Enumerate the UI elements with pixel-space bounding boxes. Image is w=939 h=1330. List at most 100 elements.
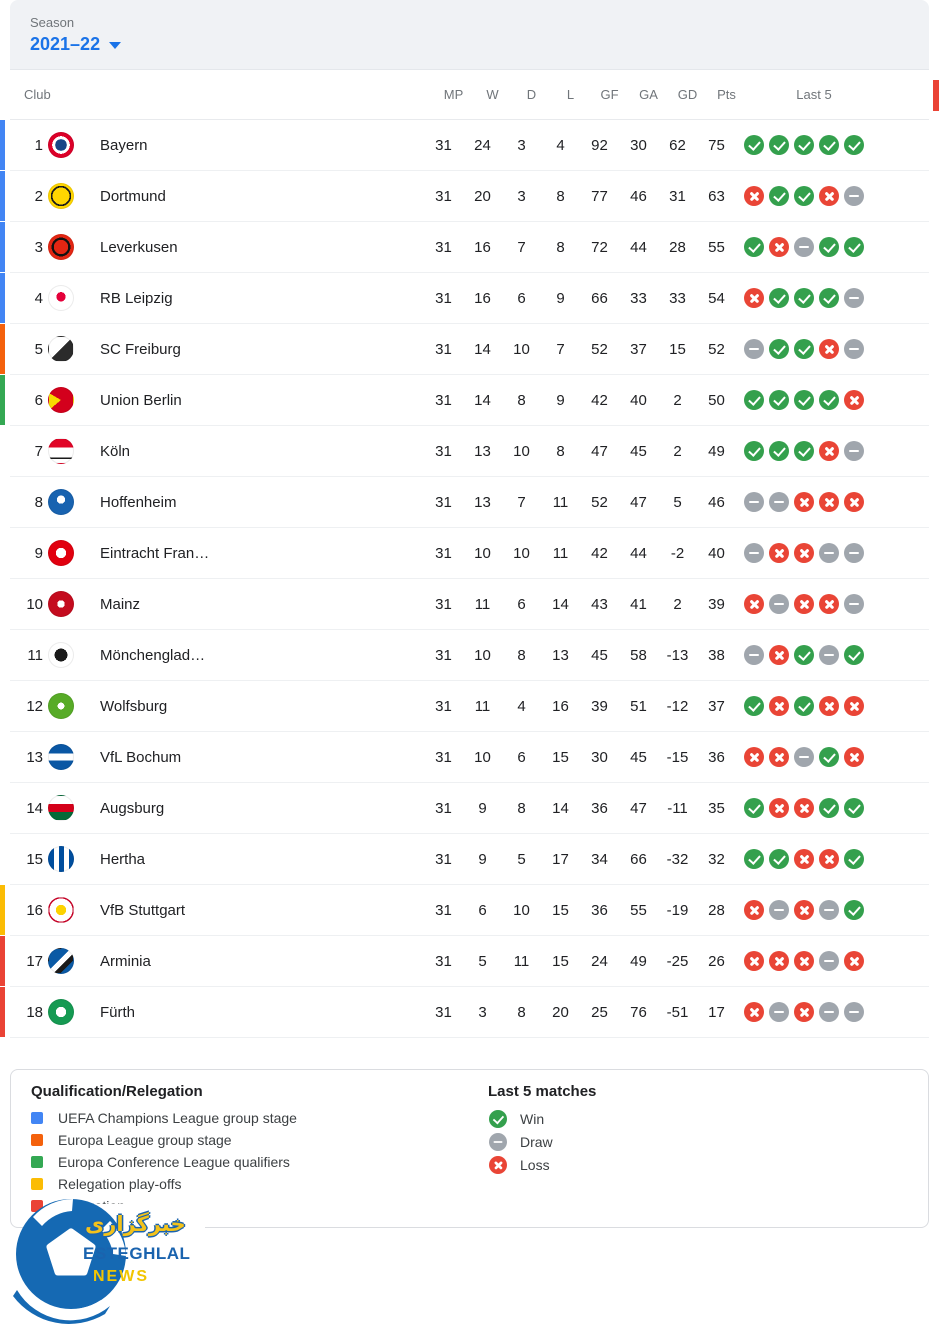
- stat-d: 3: [517, 187, 526, 205]
- stat-gf: 77: [591, 187, 608, 205]
- loss-icon: [819, 492, 839, 512]
- club-logo: [48, 387, 74, 413]
- table-row[interactable]: 10 Mainz 31 11 6 14 43 41 2 39: [10, 579, 929, 630]
- table-row[interactable]: 16 VfB Stuttgart 31 6 10 15 36 55 -19 28: [0, 885, 929, 936]
- stat-ga: 45: [630, 748, 647, 766]
- stat-w: 16: [474, 238, 491, 256]
- stat-l: 20: [552, 1003, 569, 1021]
- loss-icon: [794, 1002, 814, 1022]
- stat-d: 3: [517, 136, 526, 154]
- loss-icon: [744, 186, 764, 206]
- table-row[interactable]: 5 SC Freiburg 31 14 10 7 52 37 15 52: [0, 324, 929, 375]
- table-row[interactable]: 18 Fürth 31 3 8 20 25 76 -51 17: [0, 987, 929, 1038]
- club-logo: [48, 132, 74, 158]
- table-row[interactable]: 11 Mönchenglad… 31 10 8 13 45 58 -13 38: [10, 630, 929, 681]
- table-row[interactable]: 2 Dortmund 31 20 3 8 77 46 31 63: [0, 171, 929, 222]
- club-name: Mönchenglad…: [100, 646, 206, 664]
- stat-w: 5: [478, 952, 487, 970]
- rank-number: 11: [27, 646, 43, 664]
- rank-number: 13: [26, 748, 43, 766]
- legend-color-square: [31, 1112, 43, 1124]
- last5-legend: Last 5 matches Win Draw Loss: [488, 1083, 596, 1217]
- stat-ga: 40: [630, 391, 647, 409]
- win-icon: [744, 135, 764, 155]
- stat-l: 15: [552, 901, 569, 919]
- stat-pts: 26: [708, 952, 725, 970]
- rank-number: 18: [26, 1003, 43, 1021]
- table-row[interactable]: 7 Köln 31 13 10 8 47 45 2 49: [10, 426, 929, 477]
- rank-number: 8: [34, 493, 43, 511]
- table-row[interactable]: 4 RB Leipzig 31 16 6 9 66 33 33 54: [0, 273, 929, 324]
- table-row[interactable]: 1 Bayern 31 24 3 4 92 30 62 75: [0, 120, 929, 171]
- table-row[interactable]: 14 Augsburg 31 9 8 14 36 47 -11 35: [10, 783, 929, 834]
- last5-icons: [744, 237, 864, 257]
- stat-mp: 31: [435, 289, 452, 307]
- draw-icon: [819, 900, 839, 920]
- table-row[interactable]: 17 Arminia 31 5 11 15 24 49 -25 26: [0, 936, 929, 987]
- win-icon: [769, 186, 789, 206]
- last5-legend-label: Draw: [520, 1133, 553, 1150]
- table-row[interactable]: 15 Hertha 31 9 5 17 34 66 -32 32: [10, 834, 929, 885]
- stat-d: 6: [517, 595, 526, 613]
- stat-gd: 28: [669, 238, 686, 256]
- win-icon: [819, 288, 839, 308]
- table-scroll-indicator[interactable]: [933, 80, 939, 111]
- brand-agency-farsi: خبرگزاری: [85, 1212, 186, 1236]
- draw-icon: [819, 645, 839, 665]
- stat-gf: 52: [591, 493, 608, 511]
- draw-icon: [769, 492, 789, 512]
- stat-gd: -19: [666, 901, 689, 919]
- stat-w: 24: [474, 136, 491, 154]
- stat-mp: 31: [435, 697, 452, 715]
- club-logo: [48, 183, 74, 209]
- last5-icons: [744, 849, 864, 869]
- qualification-legend-title: Qualification/Relegation: [31, 1083, 203, 1100]
- club-logo: [48, 489, 74, 515]
- last5-legend-items: Win Draw Loss: [488, 1107, 596, 1176]
- legend-item-label: Relegation play-offs: [58, 1176, 182, 1192]
- stat-w: 13: [474, 442, 491, 460]
- last5-icons: [744, 135, 864, 155]
- table-row[interactable]: 9 Eintracht Fran… 31 10 10 11 42 44 -2 4…: [10, 528, 929, 579]
- rank-number: 15: [26, 850, 43, 868]
- stat-d: 8: [517, 799, 526, 817]
- soccer-ball-icon: [13, 1199, 126, 1324]
- draw-icon: [819, 1002, 839, 1022]
- club-logo: [48, 540, 74, 566]
- loss-icon: [819, 594, 839, 614]
- rank-number: 17: [26, 952, 43, 970]
- stat-gf: 52: [591, 340, 608, 358]
- loss-icon: [769, 798, 789, 818]
- stat-w: 14: [474, 391, 491, 409]
- win-icon: [769, 339, 789, 359]
- last5-icons: [744, 543, 864, 563]
- draw-icon: [844, 594, 864, 614]
- draw-icon: [769, 594, 789, 614]
- legend-item: UEFA Champions League group stage: [31, 1107, 488, 1129]
- stat-w: 11: [474, 697, 491, 715]
- season-dropdown[interactable]: 2021–22: [30, 34, 929, 55]
- last5-icons: [744, 951, 864, 971]
- stat-l: 9: [556, 391, 565, 409]
- table-row[interactable]: 13 VfL Bochum 31 10 6 15 30 45 -15 36: [10, 732, 929, 783]
- loss-icon: [844, 696, 864, 716]
- loss-icon: [819, 186, 839, 206]
- qualification-indicator: [0, 171, 5, 221]
- stat-l: 14: [552, 799, 569, 817]
- chevron-down-icon: [109, 42, 122, 49]
- club-logo: [48, 897, 74, 923]
- table-row[interactable]: 8 Hoffenheim 31 13 7 11 52 47 5 46: [10, 477, 929, 528]
- win-icon: [844, 849, 864, 869]
- table-row[interactable]: 6 Union Berlin 31 14 8 9 42 40 2 50: [0, 375, 929, 426]
- table-row[interactable]: 3 Leverkusen 31 16 7 8 72 44 28 55: [0, 222, 929, 273]
- draw-icon: [744, 645, 764, 665]
- stat-gf: 24: [591, 952, 608, 970]
- table-row[interactable]: 12 Wolfsburg 31 11 4 16 39 51 -12 37: [10, 681, 929, 732]
- last5-legend-title: Last 5 matches: [488, 1083, 597, 1100]
- loss-icon: [794, 798, 814, 818]
- win-icon: [844, 135, 864, 155]
- club-name: Arminia: [100, 952, 151, 970]
- stat-w: 11: [474, 595, 491, 613]
- loss-icon: [794, 543, 814, 563]
- club-logo: [48, 846, 74, 872]
